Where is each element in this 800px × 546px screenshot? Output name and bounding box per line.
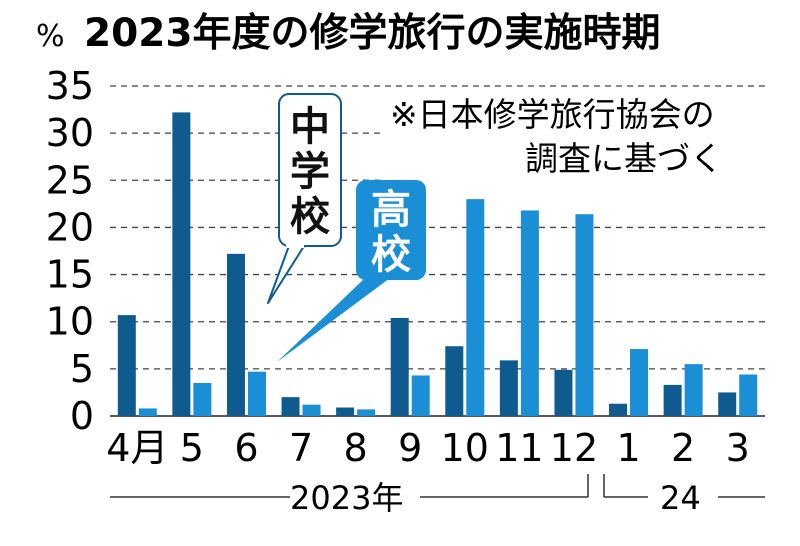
x-tick-label: 9 — [398, 426, 422, 470]
bars — [117, 112, 758, 417]
x-tick-label: 12 — [550, 426, 598, 470]
callout-pointer-junior-high — [267, 242, 307, 304]
note-line-1: ※日本修学旅行協会の — [390, 95, 715, 134]
x-tick-label: 7 — [289, 426, 313, 470]
bar-junior-high — [117, 315, 136, 416]
bar-high-school — [575, 214, 594, 416]
bar-high-school — [247, 371, 266, 416]
y-unit-label: % — [36, 19, 65, 54]
x-tick-label: 5 — [180, 426, 204, 470]
bar-junior-high — [609, 403, 628, 416]
callout-pointer-high-school — [277, 278, 390, 362]
legend-label-junior-high: 中 — [290, 104, 330, 150]
y-tick-label: 25 — [46, 158, 94, 202]
x-tick-label: 4月 — [106, 426, 168, 470]
x-tick-label: 8 — [344, 426, 368, 470]
x-tick-label: 3 — [726, 426, 750, 470]
legend-callout-high-school: 高 校 — [277, 180, 426, 362]
bar-high-school — [684, 364, 703, 416]
grid-lines — [110, 85, 765, 417]
year-label-2023: 2023年 — [290, 479, 403, 517]
legend-label-junior-high-3: 校 — [290, 194, 330, 240]
legend-label-high-school-2: 校 — [371, 232, 411, 278]
bar-high-school — [411, 375, 430, 416]
bar-junior-high — [499, 360, 518, 416]
bar-high-school — [630, 349, 649, 416]
bar-junior-high — [336, 407, 355, 416]
bar-high-school — [193, 383, 212, 416]
bar-high-school — [520, 210, 539, 416]
bar-junior-high — [390, 317, 409, 416]
note-line-2: 調査に基づく — [525, 139, 723, 178]
y-tick-label: 15 — [46, 253, 94, 297]
chart-title: 2023年度の修学旅行の実施時期 — [84, 11, 661, 56]
bar-high-school — [357, 409, 376, 416]
y-tick-label: 30 — [46, 111, 94, 155]
legend-callout-junior-high: 中 学 校 — [267, 93, 342, 304]
bar-junior-high — [554, 369, 573, 416]
y-tick-label: 10 — [46, 300, 94, 344]
bar-junior-high — [718, 392, 737, 416]
y-tick-label: 35 — [46, 64, 94, 108]
bar-high-school — [138, 408, 157, 416]
x-tick-label: 1 — [616, 426, 640, 470]
x-tick-label: 6 — [234, 426, 258, 470]
y-tick-label: 0 — [70, 394, 94, 438]
x-tick-label: 11 — [495, 426, 543, 470]
x-axis-ticks: 4月 5 6 7 8 9 10 11 12 1 2 3 — [106, 426, 750, 470]
y-tick-label: 20 — [46, 205, 94, 249]
bar-high-school — [466, 199, 485, 416]
bar-high-school — [739, 374, 758, 416]
legend-label-high-school: 高 — [371, 187, 411, 233]
bar-junior-high — [445, 346, 464, 416]
x-tick-label: 10 — [441, 426, 489, 470]
x-tick-label: 2 — [671, 426, 695, 470]
bar-high-school — [302, 404, 321, 416]
legend-label-junior-high-2: 学 — [290, 149, 330, 195]
year-label-2024: 24 — [660, 479, 701, 517]
y-tick-label: 5 — [70, 347, 94, 391]
bar-junior-high — [172, 112, 191, 417]
year-axis: 2023年 24 — [110, 474, 765, 517]
bar-junior-high — [281, 397, 300, 416]
note-annotation: ※日本修学旅行協会の 調査に基づく — [383, 92, 771, 182]
bar-junior-high — [226, 253, 245, 416]
bar-junior-high — [663, 384, 682, 416]
